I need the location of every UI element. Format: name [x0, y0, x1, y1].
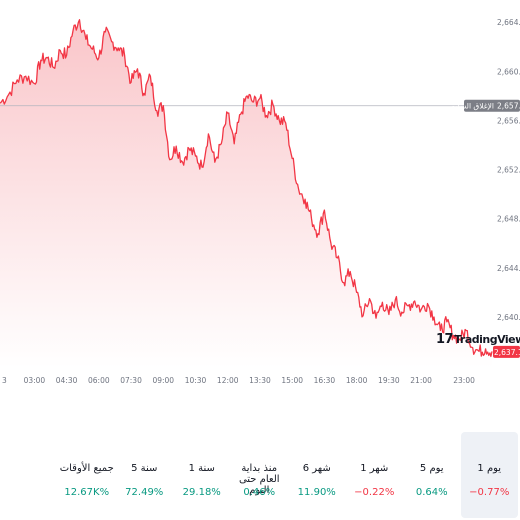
period-tile[interactable]: 1 يوم −0.77% [460, 432, 518, 518]
time-axis: 3 03:00 04:30 06:00 07:30 09:00 10:30 12:00 13:3… [2, 376, 475, 385]
time-tick-label: 10:30 [185, 376, 207, 385]
time-tick-label: 07:30 [120, 376, 142, 385]
period-tile[interactable]: 5 يوم 0.64% [403, 432, 461, 518]
period-label: 1 شهر [360, 463, 389, 474]
price-tick-label: 2,648.000 [497, 215, 520, 224]
period-tile[interactable]: 6 شهر 11.90% [288, 432, 346, 518]
period-label: 5 يوم [419, 463, 444, 474]
price-line [0, 19, 493, 358]
time-tick-label: 04:30 [56, 376, 78, 385]
price-area [0, 19, 492, 368]
time-tick-label: 03:00 [24, 376, 46, 385]
time-tick-label: 16:30 [314, 376, 336, 385]
period-change-value: 72.49% [125, 487, 164, 498]
time-tick-label: 19:30 [378, 376, 400, 385]
period-change-value: 0.46% [243, 487, 276, 498]
tradingview-logo-mark: 17 [436, 332, 454, 347]
time-tick-label: 13:30 [249, 376, 271, 385]
period-change-value: 29.18% [182, 487, 221, 498]
period-label: منذ بداية العام حتى اليوم [238, 463, 280, 496]
period-change-value: 11.90% [297, 487, 336, 498]
tradingview-logo-text: TradingView [454, 333, 520, 346]
price-tick-label: 2,664.000 [497, 18, 520, 27]
time-tick-label: 3 [2, 376, 7, 385]
price-tick-label: 2,660.000 [497, 67, 520, 76]
time-tick-label: 18:00 [346, 376, 368, 385]
last-price-label: 2,637.159 [493, 345, 520, 358]
period-tile[interactable]: منذ بداية العام حتى اليوم 0.46% [231, 432, 289, 518]
period-change-value: 12.67K% [64, 487, 110, 498]
period-label: 6 شهر [302, 463, 331, 474]
period-tile[interactable]: جميع الأوقات 12.67K% [58, 432, 116, 518]
time-tick-label: 23:00 [453, 376, 475, 385]
period-label: 1 سنة [188, 463, 215, 474]
price-tick-label: 2,640.000 [497, 313, 520, 322]
time-tick-label: 15:00 [281, 376, 303, 385]
price-tick-label: 2,656.000 [497, 116, 520, 125]
period-tile[interactable]: 1 شهر −0.22% [346, 432, 404, 518]
period-tile[interactable]: 5 سنة 72.49% [116, 432, 174, 518]
previous-close-label: الإغلاق السابق 2,657.195 [449, 99, 520, 112]
time-tick-label: 09:00 [152, 376, 174, 385]
period-label: 5 سنة [131, 463, 158, 474]
price-chart[interactable]: 2,640.000 2,644.000 2,648.000 2,652.000 2,65… [0, 0, 520, 395]
time-tick-label: 21:00 [410, 376, 432, 385]
price-tick-label: 2,652.000 [497, 166, 520, 175]
previous-close-text: الإغلاق السابق [449, 102, 494, 111]
previous-close-value: 2,657.195 [497, 102, 520, 111]
time-tick-label: 06:00 [88, 376, 110, 385]
price-axis: 2,640.000 2,644.000 2,648.000 2,652.000 2,65… [497, 18, 520, 322]
last-price-value: 2,637.159 [494, 348, 520, 357]
price-tick-label: 2,644.000 [497, 264, 520, 273]
period-label: 1 يوم [477, 463, 502, 474]
period-tile[interactable]: 1 سنة 29.18% [173, 432, 231, 518]
time-tick-label: 12:00 [217, 376, 239, 385]
period-change-value: 0.64% [415, 487, 448, 498]
period-change-value: −0.77% [469, 487, 510, 498]
period-label: جميع الأوقات [59, 463, 114, 474]
tradingview-logo[interactable]: 17TradingView [436, 332, 520, 350]
period-change-value: −0.22% [354, 487, 395, 498]
